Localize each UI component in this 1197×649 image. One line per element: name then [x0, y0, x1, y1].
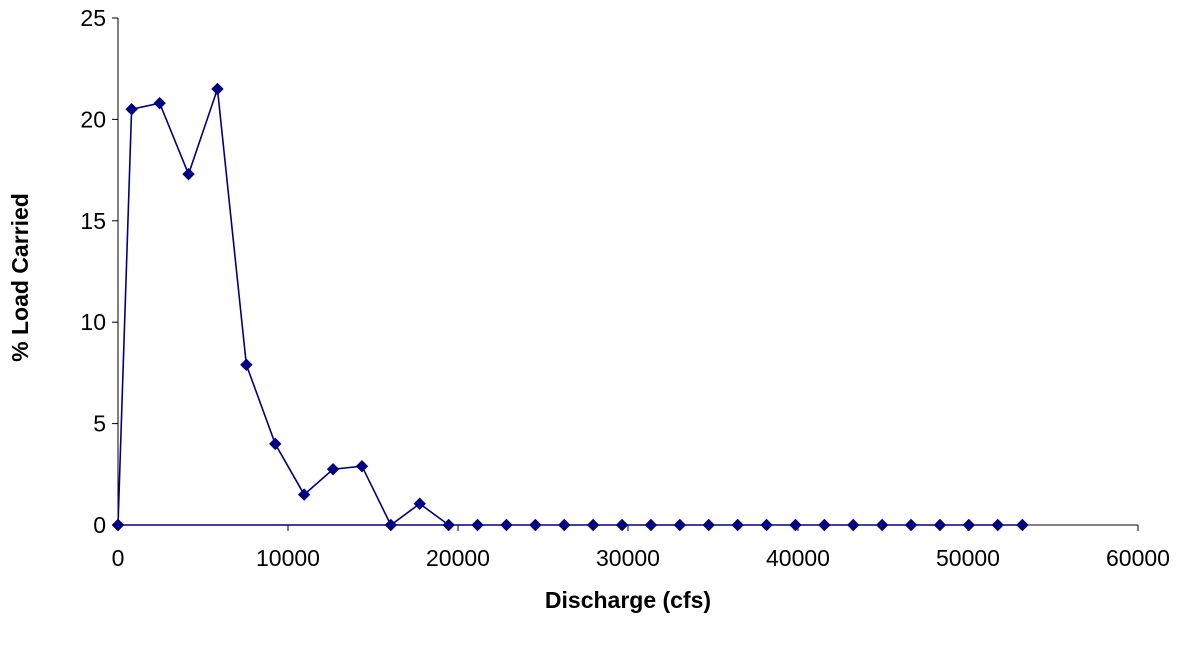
- y-tick-label: 20: [80, 106, 106, 132]
- data-point: [269, 437, 282, 451]
- data-point: [673, 518, 687, 532]
- data-point: [297, 488, 311, 501]
- data-point: [211, 82, 224, 96]
- x-tick-label: 20000: [426, 545, 490, 571]
- data-point: [1016, 518, 1029, 532]
- x-tick-label: 0: [112, 545, 125, 571]
- data-point: [962, 518, 976, 532]
- data-point: [471, 518, 484, 532]
- data-point: [111, 518, 125, 532]
- data-point: [529, 518, 542, 532]
- series-line: [117, 88, 1023, 527]
- data-point: [818, 518, 831, 532]
- y-axis-title: % Load Carried: [7, 193, 33, 362]
- x-tick-label: 40000: [766, 545, 830, 571]
- data-point: [991, 518, 1004, 532]
- x-ticks: 0 10000 20000 30000 40000 50000 60000: [112, 525, 1170, 571]
- data-point: [702, 518, 715, 532]
- data-point: [933, 518, 947, 532]
- y-tick-label: 25: [80, 5, 106, 31]
- data-point: [558, 518, 571, 532]
- data-point: [413, 497, 426, 510]
- data-point: [875, 518, 889, 532]
- data-point: [731, 518, 744, 532]
- data-point: [847, 518, 860, 532]
- y-tick-label: 5: [93, 411, 106, 437]
- data-point: [326, 463, 340, 476]
- data-point: [442, 518, 455, 532]
- data-point: [760, 518, 773, 532]
- data-point: [904, 518, 918, 532]
- data-point: [125, 103, 138, 116]
- axes: [117, 18, 1138, 526]
- x-tick-label: 30000: [596, 545, 660, 571]
- x-tick-label: 50000: [936, 545, 1000, 571]
- y-tick-label: 10: [80, 309, 106, 335]
- x-tick-label: 60000: [1106, 545, 1170, 571]
- data-point: [240, 358, 253, 371]
- data-point: [384, 518, 398, 532]
- x-tick-label: 10000: [256, 545, 320, 571]
- y-tick-label: 0: [93, 512, 106, 538]
- data-point: [586, 518, 600, 532]
- series-group: [111, 82, 1029, 532]
- data-point: [500, 518, 513, 532]
- data-point: [644, 518, 658, 532]
- data-point: [789, 518, 802, 532]
- y-ticks: 0 5 10 15 20 25: [80, 5, 118, 538]
- x-axis-title: Discharge (cfs): [545, 587, 711, 613]
- data-point: [355, 459, 369, 473]
- data-point: [182, 167, 195, 181]
- data-point: [615, 518, 629, 532]
- y-tick-label: 15: [80, 208, 106, 234]
- data-point: [153, 96, 166, 110]
